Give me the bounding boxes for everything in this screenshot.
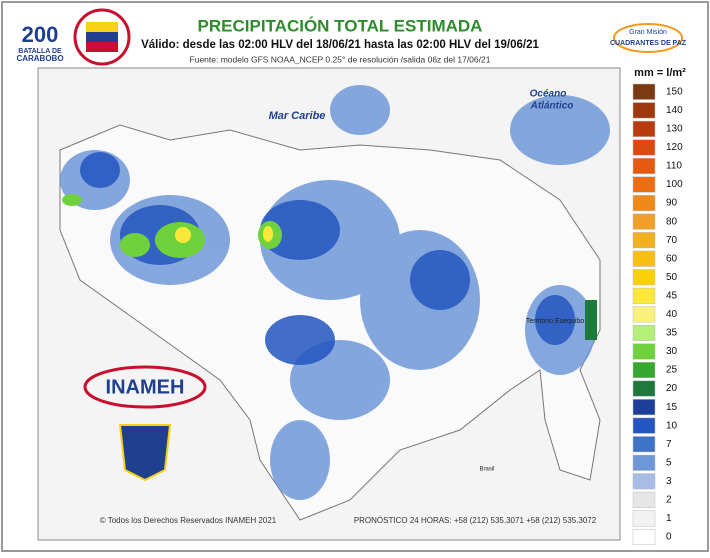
legend-swatch bbox=[632, 399, 656, 416]
legend-swatch bbox=[632, 232, 656, 249]
legend: 1501401301201101009080706050454035302520… bbox=[632, 83, 683, 546]
legend-swatch bbox=[632, 306, 656, 323]
legend-label: 30 bbox=[666, 346, 678, 357]
contact: PRONÓSTICO 24 HORAS: +58 (212) 535.3071 … bbox=[354, 516, 597, 525]
legend-label: 140 bbox=[666, 105, 683, 116]
legend-label: 100 bbox=[666, 179, 683, 190]
copyright: © Todos los Derechos Reservados INAMEH 2… bbox=[100, 516, 277, 525]
logo-text: INAMEH bbox=[106, 376, 185, 398]
legend-label: 35 bbox=[666, 328, 678, 339]
legend-swatch bbox=[632, 510, 656, 527]
legend-label: 150 bbox=[666, 86, 683, 97]
legend-label: 45 bbox=[666, 290, 678, 301]
legend-swatch bbox=[632, 83, 656, 100]
legend-swatch bbox=[632, 120, 656, 137]
legend-swatch bbox=[632, 139, 656, 156]
map-label: Océano bbox=[530, 89, 567, 100]
legend-swatch bbox=[632, 417, 656, 434]
logo-text: BATALLA DE bbox=[18, 48, 62, 55]
legend-swatch bbox=[632, 250, 656, 267]
legend-label: 20 bbox=[666, 383, 678, 394]
legend-label: 90 bbox=[666, 198, 678, 209]
legend-swatch bbox=[632, 528, 656, 546]
legend-swatch bbox=[632, 176, 656, 193]
title: PRECIPITACIÓN TOTAL ESTIMADA bbox=[198, 16, 483, 35]
legend-label: 10 bbox=[666, 420, 678, 431]
legend-swatch bbox=[632, 491, 656, 508]
legend-swatch bbox=[632, 287, 656, 304]
legend-label: 50 bbox=[666, 272, 678, 283]
map-label: Brasil bbox=[479, 467, 494, 473]
legend-swatch bbox=[632, 380, 656, 397]
legend-swatch bbox=[632, 157, 656, 174]
source: Fuente: modelo GFS NOAA_NCEP 0.25° de re… bbox=[190, 54, 491, 64]
agency-logo: INAMEH bbox=[83, 365, 207, 482]
logo-text: CARABOBO bbox=[16, 54, 63, 63]
map-label: Atlántico bbox=[530, 101, 574, 112]
logo-text: Gran Misión bbox=[629, 29, 667, 36]
legend-swatch bbox=[632, 195, 656, 212]
legend-label: 70 bbox=[666, 235, 678, 246]
legend-swatch bbox=[632, 454, 656, 471]
legend-label: 80 bbox=[666, 216, 678, 227]
legend-swatch bbox=[632, 473, 656, 490]
legend-swatch bbox=[632, 362, 656, 379]
legend-label: 40 bbox=[666, 309, 678, 320]
legend-unit: mm = l/m² bbox=[634, 67, 686, 79]
legend-label: 7 bbox=[666, 439, 672, 450]
subtitle: Válido: desde las 02:00 HLV del 18/06/21… bbox=[141, 39, 539, 51]
map-label: Territorio Esequibo bbox=[526, 318, 584, 325]
legend-label: 110 bbox=[666, 161, 682, 172]
legend-swatch bbox=[632, 269, 656, 286]
map bbox=[37, 67, 621, 541]
legend-label: 3 bbox=[666, 476, 672, 487]
legend-label: 120 bbox=[666, 142, 683, 153]
logo-number: 200 bbox=[22, 22, 59, 47]
legend-label: 0 bbox=[666, 532, 672, 543]
mission-logo: Gran Misión CUADRANTES DE PAZ bbox=[610, 23, 687, 53]
legend-swatch bbox=[632, 324, 656, 341]
map-label: Mar Caribe bbox=[269, 110, 326, 122]
legend-label: 15 bbox=[666, 402, 678, 413]
legend-swatch bbox=[632, 436, 656, 453]
legend-label: 5 bbox=[666, 457, 672, 468]
legend-label: 2 bbox=[666, 495, 672, 506]
legend-swatch bbox=[632, 102, 656, 119]
legend-label: 60 bbox=[666, 253, 678, 264]
legend-label: 25 bbox=[666, 365, 678, 376]
legend-label: 1 bbox=[666, 513, 672, 524]
legend-swatch bbox=[632, 213, 656, 230]
legend-label: 130 bbox=[666, 124, 683, 135]
logo-text: CUADRANTES DE PAZ bbox=[610, 40, 687, 47]
emblem bbox=[73, 8, 131, 66]
legend-swatch bbox=[632, 343, 656, 360]
